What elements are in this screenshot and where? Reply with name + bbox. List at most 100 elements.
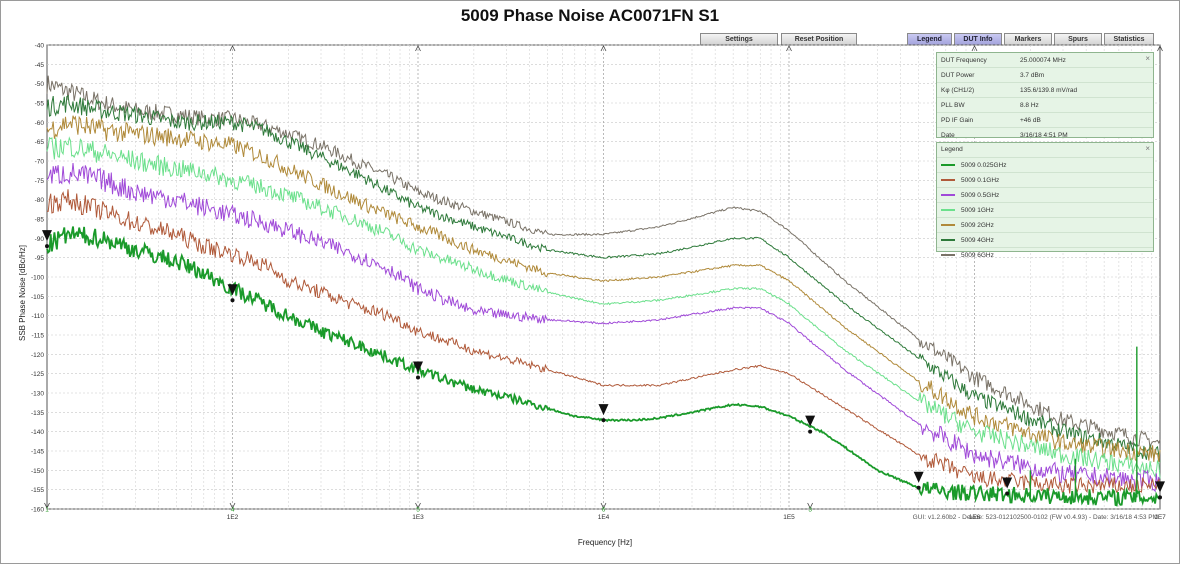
legend-swatch [941, 224, 955, 226]
legend-item[interactable]: 5009 1GHz [937, 202, 1153, 217]
x-tick-label: 1E7 [1154, 514, 1166, 521]
marker-triangle [598, 404, 609, 416]
dut-info-key: DUT Frequency [941, 56, 987, 64]
chart-title: 5009 Phase Noise AC0071FN S1 [460, 6, 720, 25]
legend-label: 5009 2GHz [961, 221, 994, 229]
series-line [46, 136, 1161, 479]
series-line [46, 162, 1161, 493]
legend-item[interactable]: 5009 0.1GHz [937, 172, 1153, 187]
top-axis-arrow [600, 45, 607, 52]
statistics-button[interactable]: Statistics [1104, 33, 1154, 45]
legend-label: 5009 4GHz [961, 236, 994, 244]
dut-info-button[interactable]: DUT Info [954, 33, 1002, 45]
marker-triangle [42, 230, 52, 242]
y-tick-label: -85 [35, 217, 45, 224]
legend-swatch [941, 239, 955, 241]
spurs-button[interactable]: Spurs [1054, 33, 1102, 45]
reset-position-button[interactable]: Reset Position [781, 33, 857, 45]
y-tick-label: -60 [35, 120, 45, 127]
x-axis-label: Frequency [Hz] [578, 538, 632, 547]
dut-info-close-icon[interactable]: × [1145, 54, 1150, 63]
marker-index-label: 1 [45, 507, 49, 514]
marker-triangle [413, 361, 423, 373]
dut-info-row: Kφ (CH1/2) 135.6/139.8 mV/rad [937, 83, 1153, 98]
dut-info-value: +46 dB [1020, 116, 1041, 124]
dut-info-panel: × DUT Frequency 25.000074 MHz DUT Power 3.7… [936, 52, 1154, 143]
legend-item[interactable]: 5009 0.5GHz [937, 187, 1153, 202]
dut-info-key: Date [941, 131, 955, 139]
marker-point [1158, 495, 1162, 500]
legend-label: 5009 6GHz [961, 251, 994, 259]
y-tick-label: -100 [31, 275, 44, 282]
legend-item[interactable]: 5009 0.025GHz [937, 157, 1153, 172]
legend-panel: × Legend 5009 0.025GHz 5009 0.1GHz 5009 0.… [936, 142, 1154, 259]
y-tick-label: -105 [31, 294, 44, 301]
y-axis-label: SSB Phase Noise [dBc/Hz] [18, 245, 27, 341]
legend-swatch [941, 194, 955, 196]
top-axis-arrow [1157, 45, 1163, 52]
series-line [47, 189, 1161, 495]
x-tick-label: 1E2 [227, 514, 239, 521]
marker-index-label: 4 [231, 507, 235, 514]
footer-status: GUI: v1.2.60b2 - Device: 523-012102500-0… [912, 514, 1158, 521]
legend-swatch [941, 179, 955, 181]
marker-point [1005, 491, 1010, 496]
dut-info-row: Date 3/16/18 4:51 PM [937, 128, 1153, 143]
marker-triangle [1002, 477, 1013, 489]
legend-item[interactable]: 5009 2GHz [937, 217, 1153, 232]
y-tick-label: -40 [35, 43, 45, 50]
marker-triangle [913, 471, 924, 483]
settings-button[interactable]: Settings [700, 33, 778, 45]
marker-triangle [227, 284, 238, 296]
bottom-axis-arrow [415, 502, 421, 509]
legend-swatch [941, 164, 955, 166]
y-tick-label: -70 [35, 159, 45, 166]
y-tick-label: -95 [35, 255, 45, 262]
marker-index-label: 3 [808, 507, 812, 514]
top-axis-arrow [971, 45, 978, 52]
dut-info-row: DUT Frequency 25.000074 MHz [937, 53, 1153, 68]
legend-title: Legend [941, 146, 963, 153]
legend-swatch [941, 209, 955, 211]
y-tick-label: -90 [35, 236, 45, 243]
dut-info-key: PD IF Gain [941, 116, 974, 124]
y-tick-label: -135 [31, 410, 44, 417]
dut-info-value: 3.7 dBm [1020, 71, 1045, 79]
marker-triangle [1155, 481, 1165, 493]
legend-swatch [941, 254, 955, 256]
legend-button[interactable]: Legend [907, 33, 952, 45]
y-tick-label: -45 [35, 62, 45, 69]
marker-point [808, 429, 813, 434]
legend-label: 5009 0.1GHz [961, 176, 1000, 184]
y-tick-label: -55 [35, 101, 45, 108]
bottom-axis-arrow [600, 502, 607, 509]
x-tick-label: 1E4 [598, 514, 610, 521]
dut-info-value: 3/16/18 4:51 PM [1020, 131, 1068, 139]
bottom-axis-arrow [807, 502, 813, 509]
top-axis-arrow [229, 45, 236, 52]
dut-info-key: PLL BW [941, 101, 965, 109]
bottom-axis-arrow [44, 502, 50, 509]
legend-label: 5009 0.025GHz [961, 161, 1007, 169]
legend-label: 5009 1GHz [961, 206, 994, 214]
y-tick-label: -145 [31, 449, 44, 456]
dut-info-key: Kφ (CH1/2) [941, 86, 975, 94]
markers-button[interactable]: Markers [1004, 33, 1052, 45]
marker-point [916, 485, 921, 490]
legend-item[interactable]: 5009 4GHz [937, 232, 1153, 247]
marker-triangle [805, 415, 816, 427]
marker-index-label: 6 [602, 507, 606, 514]
marker-layer [42, 230, 1165, 500]
marker-point [45, 244, 49, 249]
y-tick-label: -155 [31, 487, 44, 494]
dut-info-value: 8.8 Hz [1020, 101, 1039, 109]
legend-label: 5009 0.5GHz [961, 191, 1000, 199]
dut-info-row: PLL BW 8.8 Hz [937, 98, 1153, 113]
chart-axes: -40 -45 -50 -55 -60 -65 -70 -75 -80 -85 -90 -95 -100… [31, 43, 1166, 522]
legend-item[interactable]: 5009 6GHz [937, 247, 1153, 262]
legend-close-icon[interactable]: × [1145, 144, 1150, 153]
x-tick-label: 1E6 [969, 514, 981, 521]
y-tick-label: -150 [31, 468, 44, 475]
x-tick-label: 1E3 [412, 514, 424, 521]
dut-info-value: 25.000074 MHz [1020, 56, 1066, 64]
